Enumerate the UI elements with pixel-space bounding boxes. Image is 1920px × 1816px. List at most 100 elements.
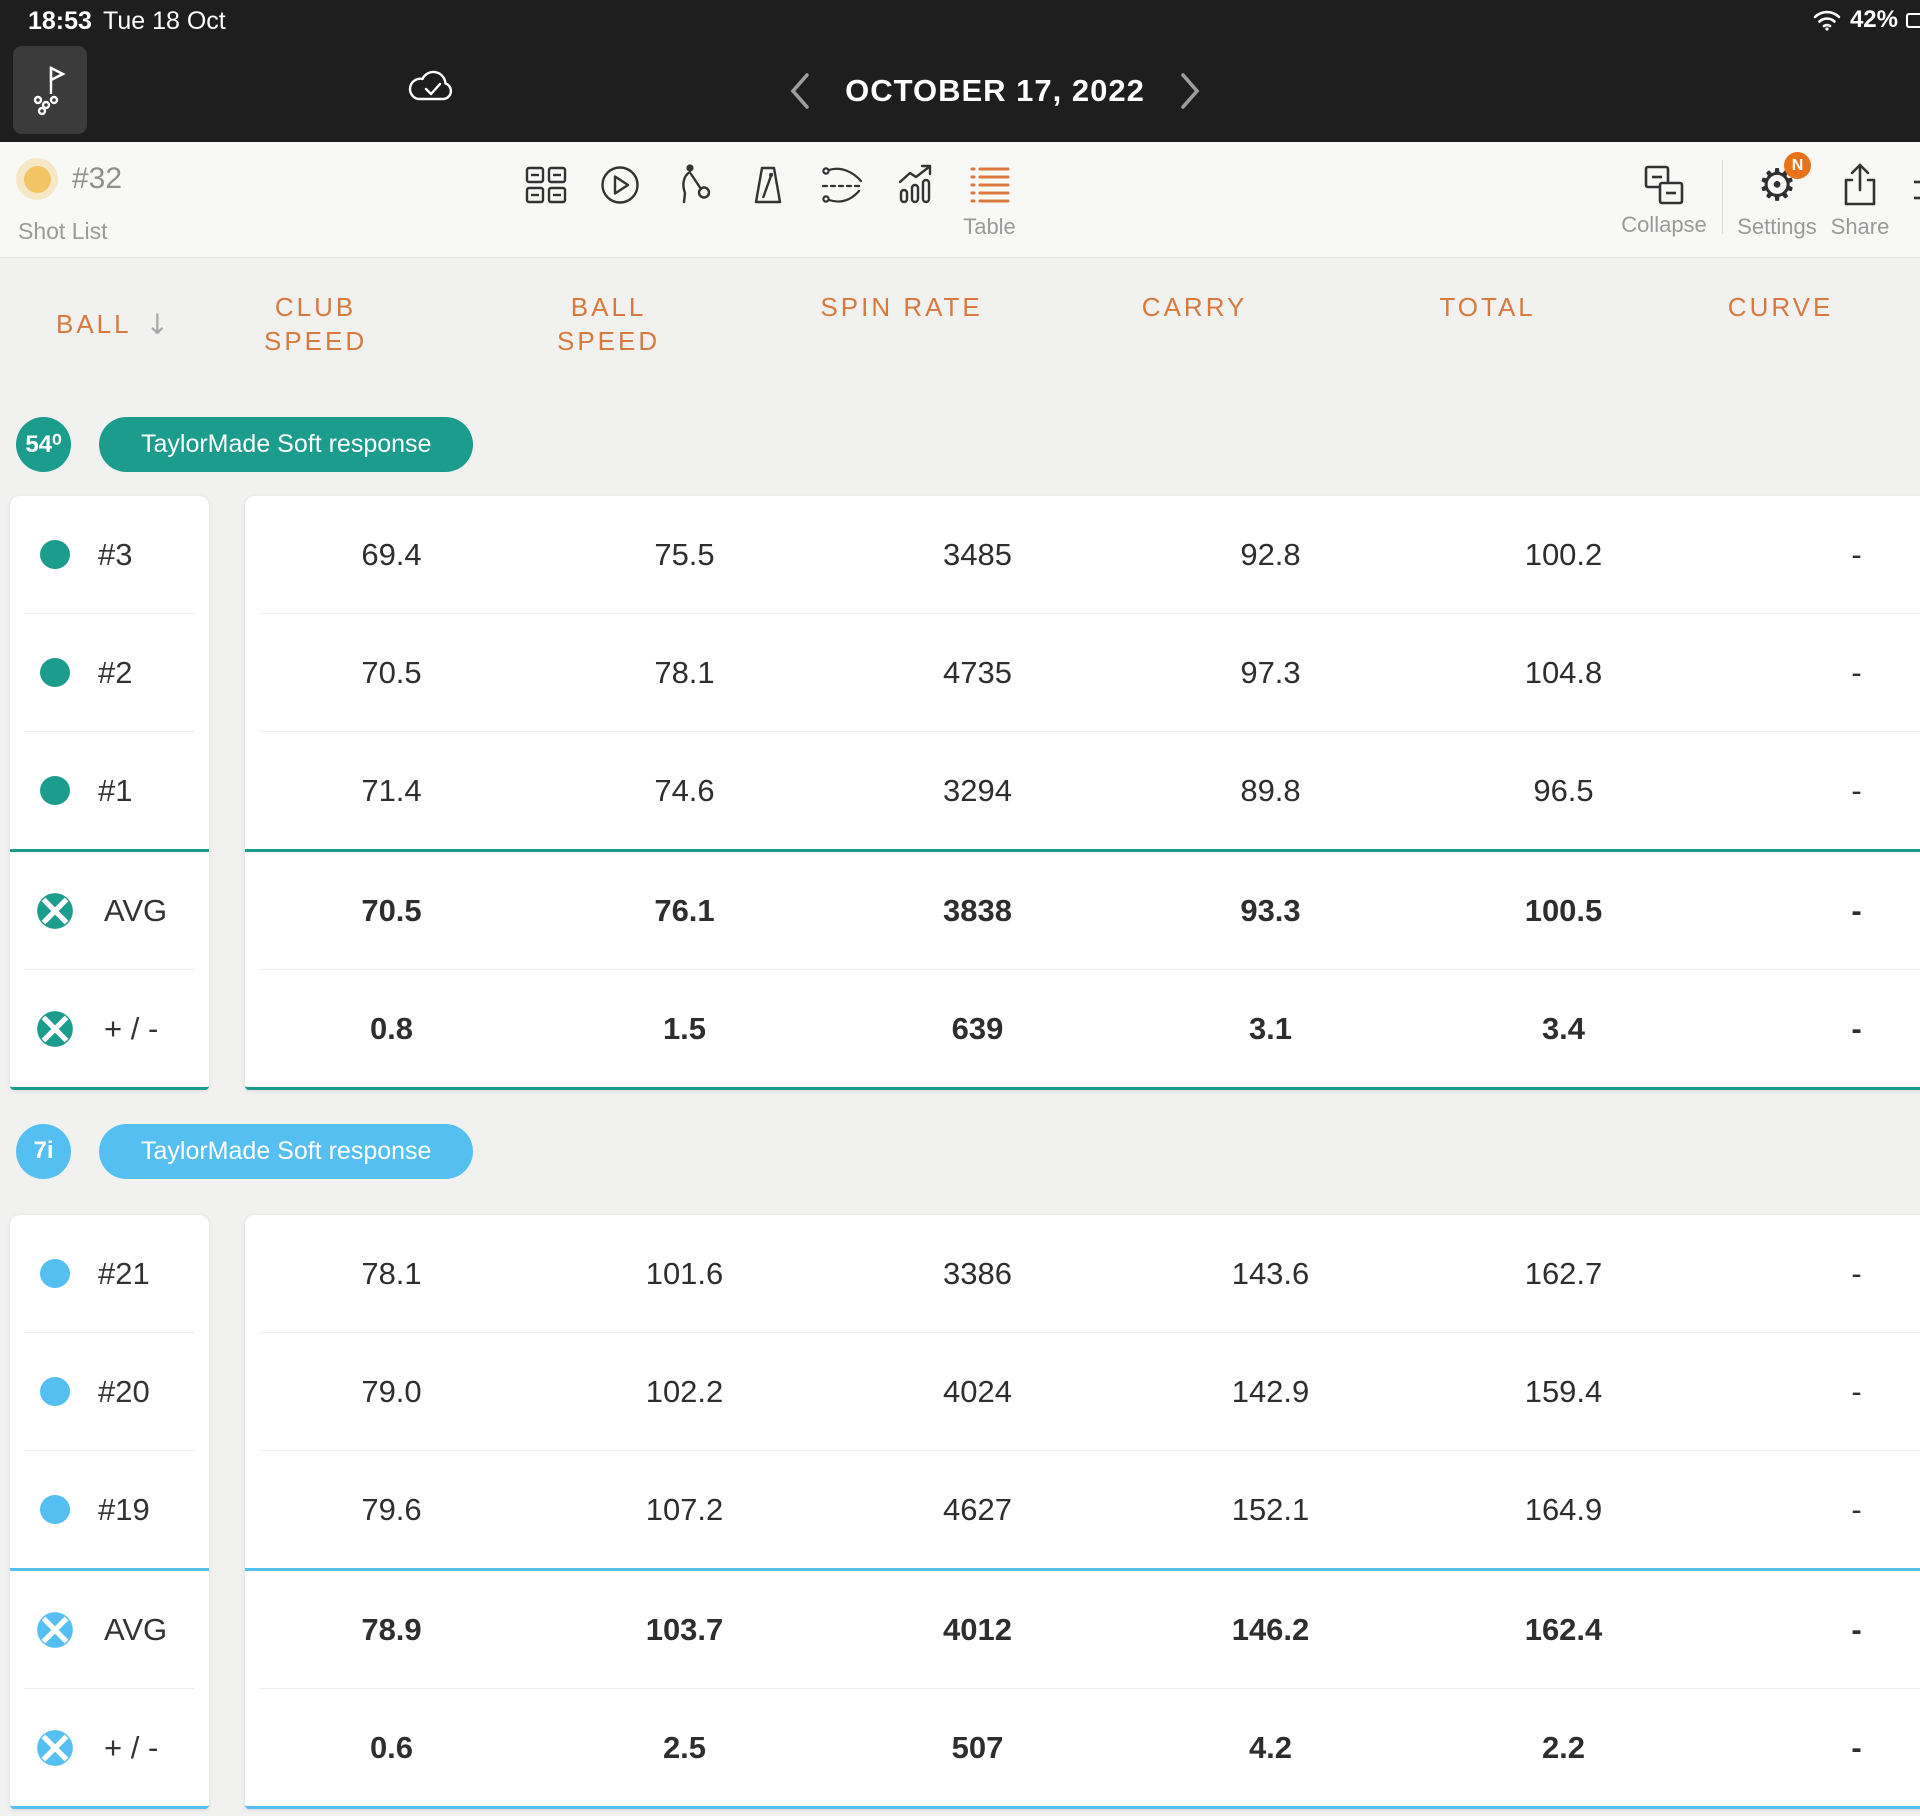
shot-row[interactable]: #19 bbox=[10, 1451, 209, 1568]
total-avg: 100.5 bbox=[1524, 892, 1603, 928]
carry-avg: 93.3 bbox=[1240, 892, 1301, 928]
spin-rate-avg: 3838 bbox=[943, 892, 1012, 928]
shot-row[interactable]: 78.1 101.6 3386 143.6 162.7 - bbox=[245, 1215, 1920, 1332]
shot-id: #20 bbox=[98, 1373, 150, 1409]
table-view-button[interactable]: Table bbox=[963, 162, 1016, 240]
carry-value: 143.6 bbox=[1231, 1255, 1310, 1291]
settings-button[interactable]: ⚙ N Settings bbox=[1732, 152, 1822, 240]
collapse-button[interactable]: Collapse bbox=[1620, 162, 1708, 238]
ball-speed-value: 107.2 bbox=[645, 1491, 724, 1527]
share-icon bbox=[1844, 163, 1876, 206]
header-carry[interactable]: CARRY bbox=[1141, 292, 1248, 323]
avg-label: AVG bbox=[104, 892, 168, 928]
total-value: 164.9 bbox=[1524, 1491, 1603, 1527]
header-curve[interactable]: CURVE bbox=[1727, 292, 1834, 323]
shot-pattern-flag-button[interactable] bbox=[13, 46, 87, 134]
curve-value: - bbox=[1851, 1373, 1862, 1409]
stats-chart-icon bbox=[898, 164, 931, 204]
ball-speed-value: 102.2 bbox=[645, 1373, 724, 1409]
row-divider bbox=[259, 969, 1920, 970]
deviation-row: + / - bbox=[10, 970, 209, 1087]
carry-value: 152.1 bbox=[1231, 1491, 1310, 1527]
club-speed-avg: 70.5 bbox=[361, 892, 422, 928]
header-ball-label: BALL bbox=[56, 309, 132, 340]
shot-row[interactable]: 71.4 74.6 3294 89.8 96.5 - bbox=[245, 732, 1920, 849]
date-navigation: OCTOBER 17, 2022 bbox=[790, 40, 1200, 142]
share-button[interactable]: Share bbox=[1824, 162, 1896, 240]
table-view-label: Table bbox=[963, 214, 1016, 239]
avg-row: AVG bbox=[10, 1571, 209, 1688]
ball-dot-icon bbox=[40, 776, 70, 805]
collapse-label: Collapse bbox=[1621, 212, 1707, 237]
shot-row[interactable]: #21 bbox=[10, 1215, 209, 1332]
summary-separator bbox=[245, 1568, 1920, 1571]
shot-row[interactable]: 70.5 78.1 4735 97.3 104.8 - bbox=[245, 614, 1920, 731]
header-ball-speed[interactable]: BALL SPEED bbox=[557, 292, 661, 356]
video-view-button[interactable] bbox=[596, 162, 643, 240]
header-total[interactable]: TOTAL bbox=[1439, 292, 1536, 323]
settings-notification-badge: N bbox=[1784, 152, 1811, 179]
shot-row[interactable]: 79.6 107.2 4627 152.1 164.9 - bbox=[245, 1451, 1920, 1568]
clipped-action-icon[interactable] bbox=[1906, 170, 1920, 216]
shot-list-label: Shot List bbox=[18, 218, 108, 244]
curve-value: - bbox=[1851, 536, 1862, 572]
play-video-icon bbox=[600, 166, 639, 204]
stats-view-button[interactable] bbox=[892, 162, 939, 240]
metronome-icon bbox=[754, 166, 781, 204]
club-badge[interactable]: 54⁰ bbox=[16, 416, 71, 472]
curve-avg: - bbox=[1851, 1611, 1862, 1647]
status-time: 18:53 bbox=[28, 7, 92, 35]
swing-view-button[interactable] bbox=[670, 162, 717, 240]
header-ball[interactable]: BALL ↓ bbox=[10, 308, 169, 342]
deviation-ball-icon bbox=[37, 1010, 73, 1047]
shot-row[interactable]: 79.0 102.2 4024 142.9 159.4 - bbox=[245, 1333, 1920, 1450]
cloud-sync-icon[interactable] bbox=[408, 68, 456, 106]
shot-row[interactable]: #3 bbox=[10, 496, 209, 613]
total-value: 100.2 bbox=[1524, 536, 1603, 572]
club-speed-value: 78.1 bbox=[361, 1255, 422, 1291]
row-divider bbox=[259, 613, 1920, 614]
club-badge[interactable]: 7i bbox=[16, 1123, 71, 1179]
cards-view-button[interactable] bbox=[522, 162, 569, 240]
club-group-7-iron: 7i TaylorMade Soft response #21 #20 #19 bbox=[0, 1087, 1920, 1809]
carry-dev: 4.2 bbox=[1248, 1729, 1293, 1765]
spin-rate-value: 4024 bbox=[943, 1373, 1012, 1409]
sort-descending-icon: ↓ bbox=[145, 308, 170, 342]
carry-value: 142.9 bbox=[1231, 1373, 1310, 1409]
session-date-title: OCTOBER 17, 2022 bbox=[845, 73, 1145, 108]
header-spin-rate[interactable]: SPIN RATE bbox=[820, 292, 983, 323]
cards-view-icon bbox=[525, 166, 566, 204]
shot-id: #2 bbox=[98, 654, 133, 690]
previous-day-button[interactable] bbox=[790, 72, 810, 110]
shot-data-card: 78.1 101.6 3386 143.6 162.7 - 79.0 102.2… bbox=[245, 1215, 1920, 1809]
next-day-button[interactable] bbox=[1180, 72, 1200, 110]
spin-rate-dev: 507 bbox=[951, 1729, 1004, 1765]
toolbar: #32 Shot List bbox=[0, 142, 1920, 258]
club-group-54-wedge: 54⁰ TaylorMade Soft response #3 #2 #1 bbox=[0, 392, 1920, 1090]
club-speed-value: 70.5 bbox=[361, 654, 422, 690]
carry-avg: 146.2 bbox=[1231, 1611, 1310, 1647]
collapse-icon bbox=[1644, 165, 1684, 205]
ball-id-card: #3 #2 #1 AVG bbox=[10, 496, 209, 1090]
club-speed-value: 79.6 bbox=[361, 1491, 422, 1527]
ball-speed-avg: 76.1 bbox=[654, 892, 715, 928]
shot-row[interactable]: #2 bbox=[10, 614, 209, 731]
shot-row[interactable]: #20 bbox=[10, 1333, 209, 1450]
tempo-view-button[interactable] bbox=[744, 162, 791, 240]
shot-row[interactable]: #1 bbox=[10, 732, 209, 849]
carry-value: 89.8 bbox=[1240, 772, 1301, 808]
header-club-speed[interactable]: CLUB SPEED bbox=[264, 292, 368, 356]
ball-name-pill[interactable]: TaylorMade Soft response bbox=[99, 1123, 474, 1179]
dispersion-view-button[interactable] bbox=[818, 162, 865, 240]
ball-name-pill[interactable]: TaylorMade Soft response bbox=[99, 416, 474, 472]
avg-row: AVG bbox=[10, 852, 209, 969]
shot-id: #21 bbox=[98, 1255, 150, 1291]
shot-id: #3 bbox=[98, 536, 133, 572]
curve-value: - bbox=[1851, 1491, 1862, 1527]
row-divider bbox=[259, 1332, 1920, 1333]
shot-row[interactable]: 69.4 75.5 3485 92.8 100.2 - bbox=[245, 496, 1920, 613]
ball-dot-icon bbox=[40, 658, 70, 687]
shot-data-card: 69.4 75.5 3485 92.8 100.2 - 70.5 78.1 47… bbox=[245, 496, 1920, 1090]
status-date: Tue 18 Oct bbox=[103, 7, 226, 35]
deviation-label: + / - bbox=[104, 1010, 159, 1046]
